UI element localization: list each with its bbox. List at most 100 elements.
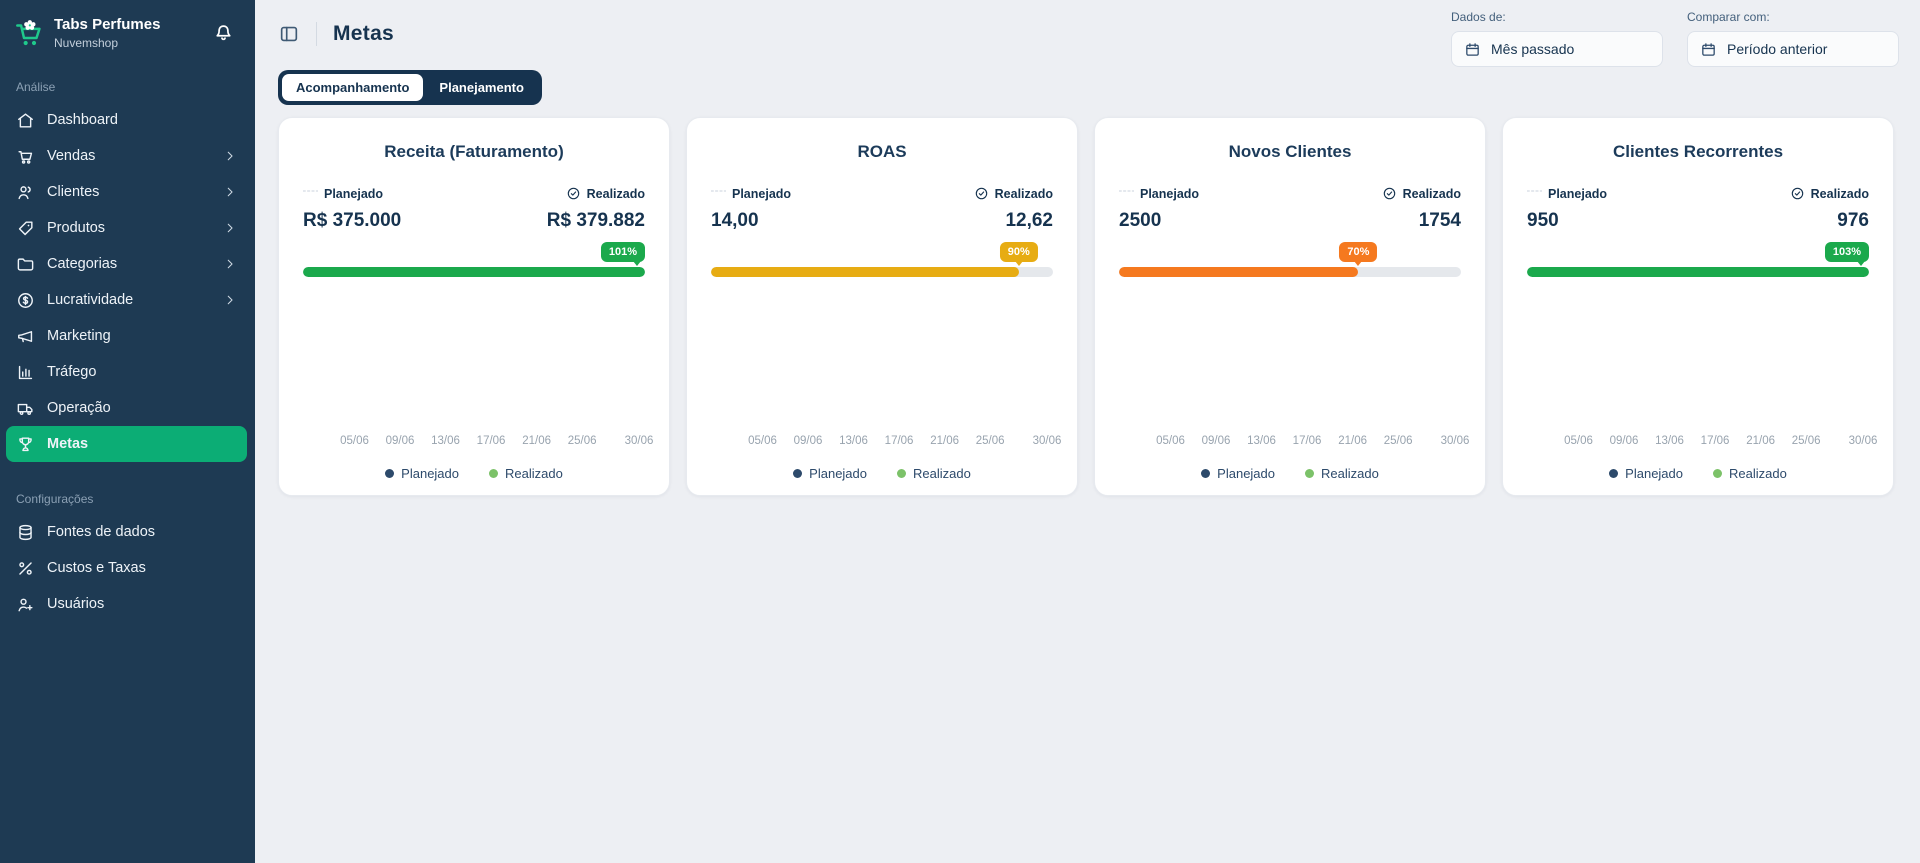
- x-axis-label: 21/06: [930, 435, 959, 447]
- sidebar-nav: Análise Dashboard Vendas Clientes Produtos Ca…: [0, 80, 255, 622]
- planned-block: Planejado 950: [1527, 186, 1607, 232]
- progress-badge: 70%: [1339, 242, 1378, 267]
- sidebar-item-metas[interactable]: Metas: [6, 426, 247, 462]
- chevron-right-icon: [223, 149, 237, 163]
- sidebar-item-label: Dashboard: [47, 112, 118, 128]
- filter-label: Comparar com:: [1687, 10, 1770, 24]
- sidebar-item-fontes-de-dados[interactable]: Fontes de dados: [6, 514, 247, 550]
- target-icon: [711, 186, 726, 201]
- sidebar-item-label: Produtos: [47, 220, 106, 236]
- chart-legend: Planejado Realizado: [711, 466, 1053, 481]
- tab-acompanhamento[interactable]: Acompanhamento: [282, 74, 424, 101]
- check-circle-icon: [1382, 186, 1397, 201]
- sidebar-item-trafego[interactable]: Tráfego: [6, 354, 247, 390]
- x-axis-label: 09/06: [385, 435, 415, 447]
- chevron-right-icon: [223, 221, 237, 235]
- sidebar-item-categorias[interactable]: Categorias: [6, 246, 247, 282]
- trophy-icon: [16, 435, 35, 454]
- chart-icon: [16, 363, 35, 382]
- tab-planejamento[interactable]: Planejamento: [439, 80, 524, 95]
- main-content: Metas Dados de: Mês passado Comparar com: P…: [255, 0, 1920, 863]
- filter-value: Período anterior: [1727, 41, 1828, 57]
- legend-item-planejado: Planejado: [1201, 466, 1275, 481]
- calendar-icon: [1700, 41, 1717, 58]
- sidebar-section-label: Análise: [16, 80, 56, 94]
- date-filters: Dados de: Mês passado Comparar com: Período…: [1451, 10, 1899, 67]
- home-icon: [16, 111, 35, 130]
- sidebar-item-lucratividade[interactable]: Lucratividade: [6, 282, 247, 318]
- realized-label: Realizado: [1402, 186, 1461, 201]
- brand: Tabs Perfumes Nuvemshop: [0, 0, 255, 50]
- realized-label: Realizado: [586, 186, 645, 201]
- sidebar-section-label: Configurações: [16, 492, 94, 506]
- goal-card: Clientes Recorrentes Planejado 950 Realizad…: [1502, 117, 1894, 496]
- goal-card: Novos Clientes Planejado 2500 Realizado 1754…: [1094, 117, 1486, 496]
- x-axis-label: 25/06: [975, 435, 1005, 447]
- legend-item-realizado: Realizado: [897, 466, 971, 481]
- sidebar-item-label: Vendas: [47, 148, 96, 164]
- x-axis-labels: 05/06 09/06 13/06 17/06 21/06 25/06 30/06: [711, 435, 1061, 450]
- x-axis-label: 30/06: [1440, 435, 1470, 447]
- target-icon: [1527, 186, 1542, 201]
- progress-badge: 90%: [999, 242, 1038, 267]
- planned-label: Planejado: [732, 186, 792, 201]
- target-icon: [303, 186, 318, 201]
- filter-label: Dados de:: [1451, 10, 1506, 24]
- progress-bar: [711, 267, 1053, 277]
- brand-subtitle: Nuvemshop: [54, 36, 119, 50]
- x-axis-label: 05/06: [748, 435, 777, 447]
- x-axis-label: 09/06: [1201, 435, 1231, 447]
- sidebar-item-dashboard[interactable]: Dashboard: [6, 102, 247, 138]
- realized-value: 976: [1837, 210, 1869, 231]
- x-axis-label: 05/06: [1564, 435, 1593, 447]
- goal-chart: 05/06 09/06 13/06 17/06 21/06 25/06 30/06: [1119, 285, 1469, 450]
- x-axis-label: 21/06: [1338, 435, 1367, 447]
- header-divider: [316, 22, 317, 46]
- x-axis-label: 13/06: [431, 435, 460, 447]
- x-axis-labels: 05/06 09/06 13/06 17/06 21/06 25/06 30/06: [1119, 435, 1469, 450]
- filter-value: Mês passado: [1491, 41, 1575, 57]
- x-axis-label: 21/06: [1746, 435, 1775, 447]
- sidebar-toggle-icon[interactable]: [278, 23, 300, 45]
- x-axis-label: 13/06: [839, 435, 868, 447]
- user-plus-icon: [16, 595, 35, 614]
- folder-icon: [16, 255, 35, 274]
- goal-card-title: Novos Clientes: [1228, 142, 1352, 161]
- dollar-icon: [16, 291, 35, 310]
- x-axis-label: 13/06: [1247, 435, 1276, 447]
- x-axis-label: 25/06: [1383, 435, 1413, 447]
- filter-select[interactable]: Período anterior: [1687, 31, 1899, 67]
- sidebar-item-label: Usuários: [47, 596, 105, 612]
- planned-label: Planejado: [1140, 186, 1200, 201]
- sidebar-item-usuarios[interactable]: Usuários: [6, 586, 247, 622]
- sidebar-item-custos-e-taxas[interactable]: Custos e Taxas: [6, 550, 247, 586]
- target-icon: [1119, 186, 1134, 201]
- x-axis-label: 25/06: [567, 435, 597, 447]
- chart-legend: Planejado Realizado: [1119, 466, 1461, 481]
- x-axis-label: 17/06: [1292, 435, 1322, 447]
- x-axis-label: 30/06: [1032, 435, 1062, 447]
- sidebar-item-clientes[interactable]: Clientes: [6, 174, 247, 210]
- sidebar-item-vendas[interactable]: Vendas: [6, 138, 247, 174]
- legend-item-planejado: Planejado: [385, 466, 459, 481]
- sidebar-item-produtos[interactable]: Produtos: [6, 210, 247, 246]
- realized-block: Realizado 1754: [1382, 186, 1461, 232]
- sidebar-item-marketing[interactable]: Marketing: [6, 318, 247, 354]
- planned-label: Planejado: [1548, 186, 1608, 201]
- sidebar-item-label: Metas: [47, 436, 89, 452]
- planned-block: Planejado 2500: [1119, 186, 1199, 232]
- x-axis-labels: 05/06 09/06 13/06 17/06 21/06 25/06 30/06: [303, 435, 653, 450]
- x-axis-label: 21/06: [522, 435, 551, 447]
- check-circle-icon: [974, 186, 989, 201]
- brand-cart-logo-icon: [14, 18, 44, 48]
- realized-value: R$ 379.882: [546, 210, 645, 231]
- database-icon: [16, 523, 35, 542]
- filter-select[interactable]: Mês passado: [1451, 31, 1663, 67]
- goal-values-row: Planejado 950 Realizado 976: [1527, 186, 1869, 232]
- x-axis-labels: 05/06 09/06 13/06 17/06 21/06 25/06 30/06: [1527, 435, 1877, 450]
- notifications-bell-icon[interactable]: [212, 19, 235, 42]
- realized-label: Realizado: [1810, 186, 1869, 201]
- sidebar-item-operacao[interactable]: Operação: [6, 390, 247, 426]
- legend-item-planejado: Planejado: [1609, 466, 1683, 481]
